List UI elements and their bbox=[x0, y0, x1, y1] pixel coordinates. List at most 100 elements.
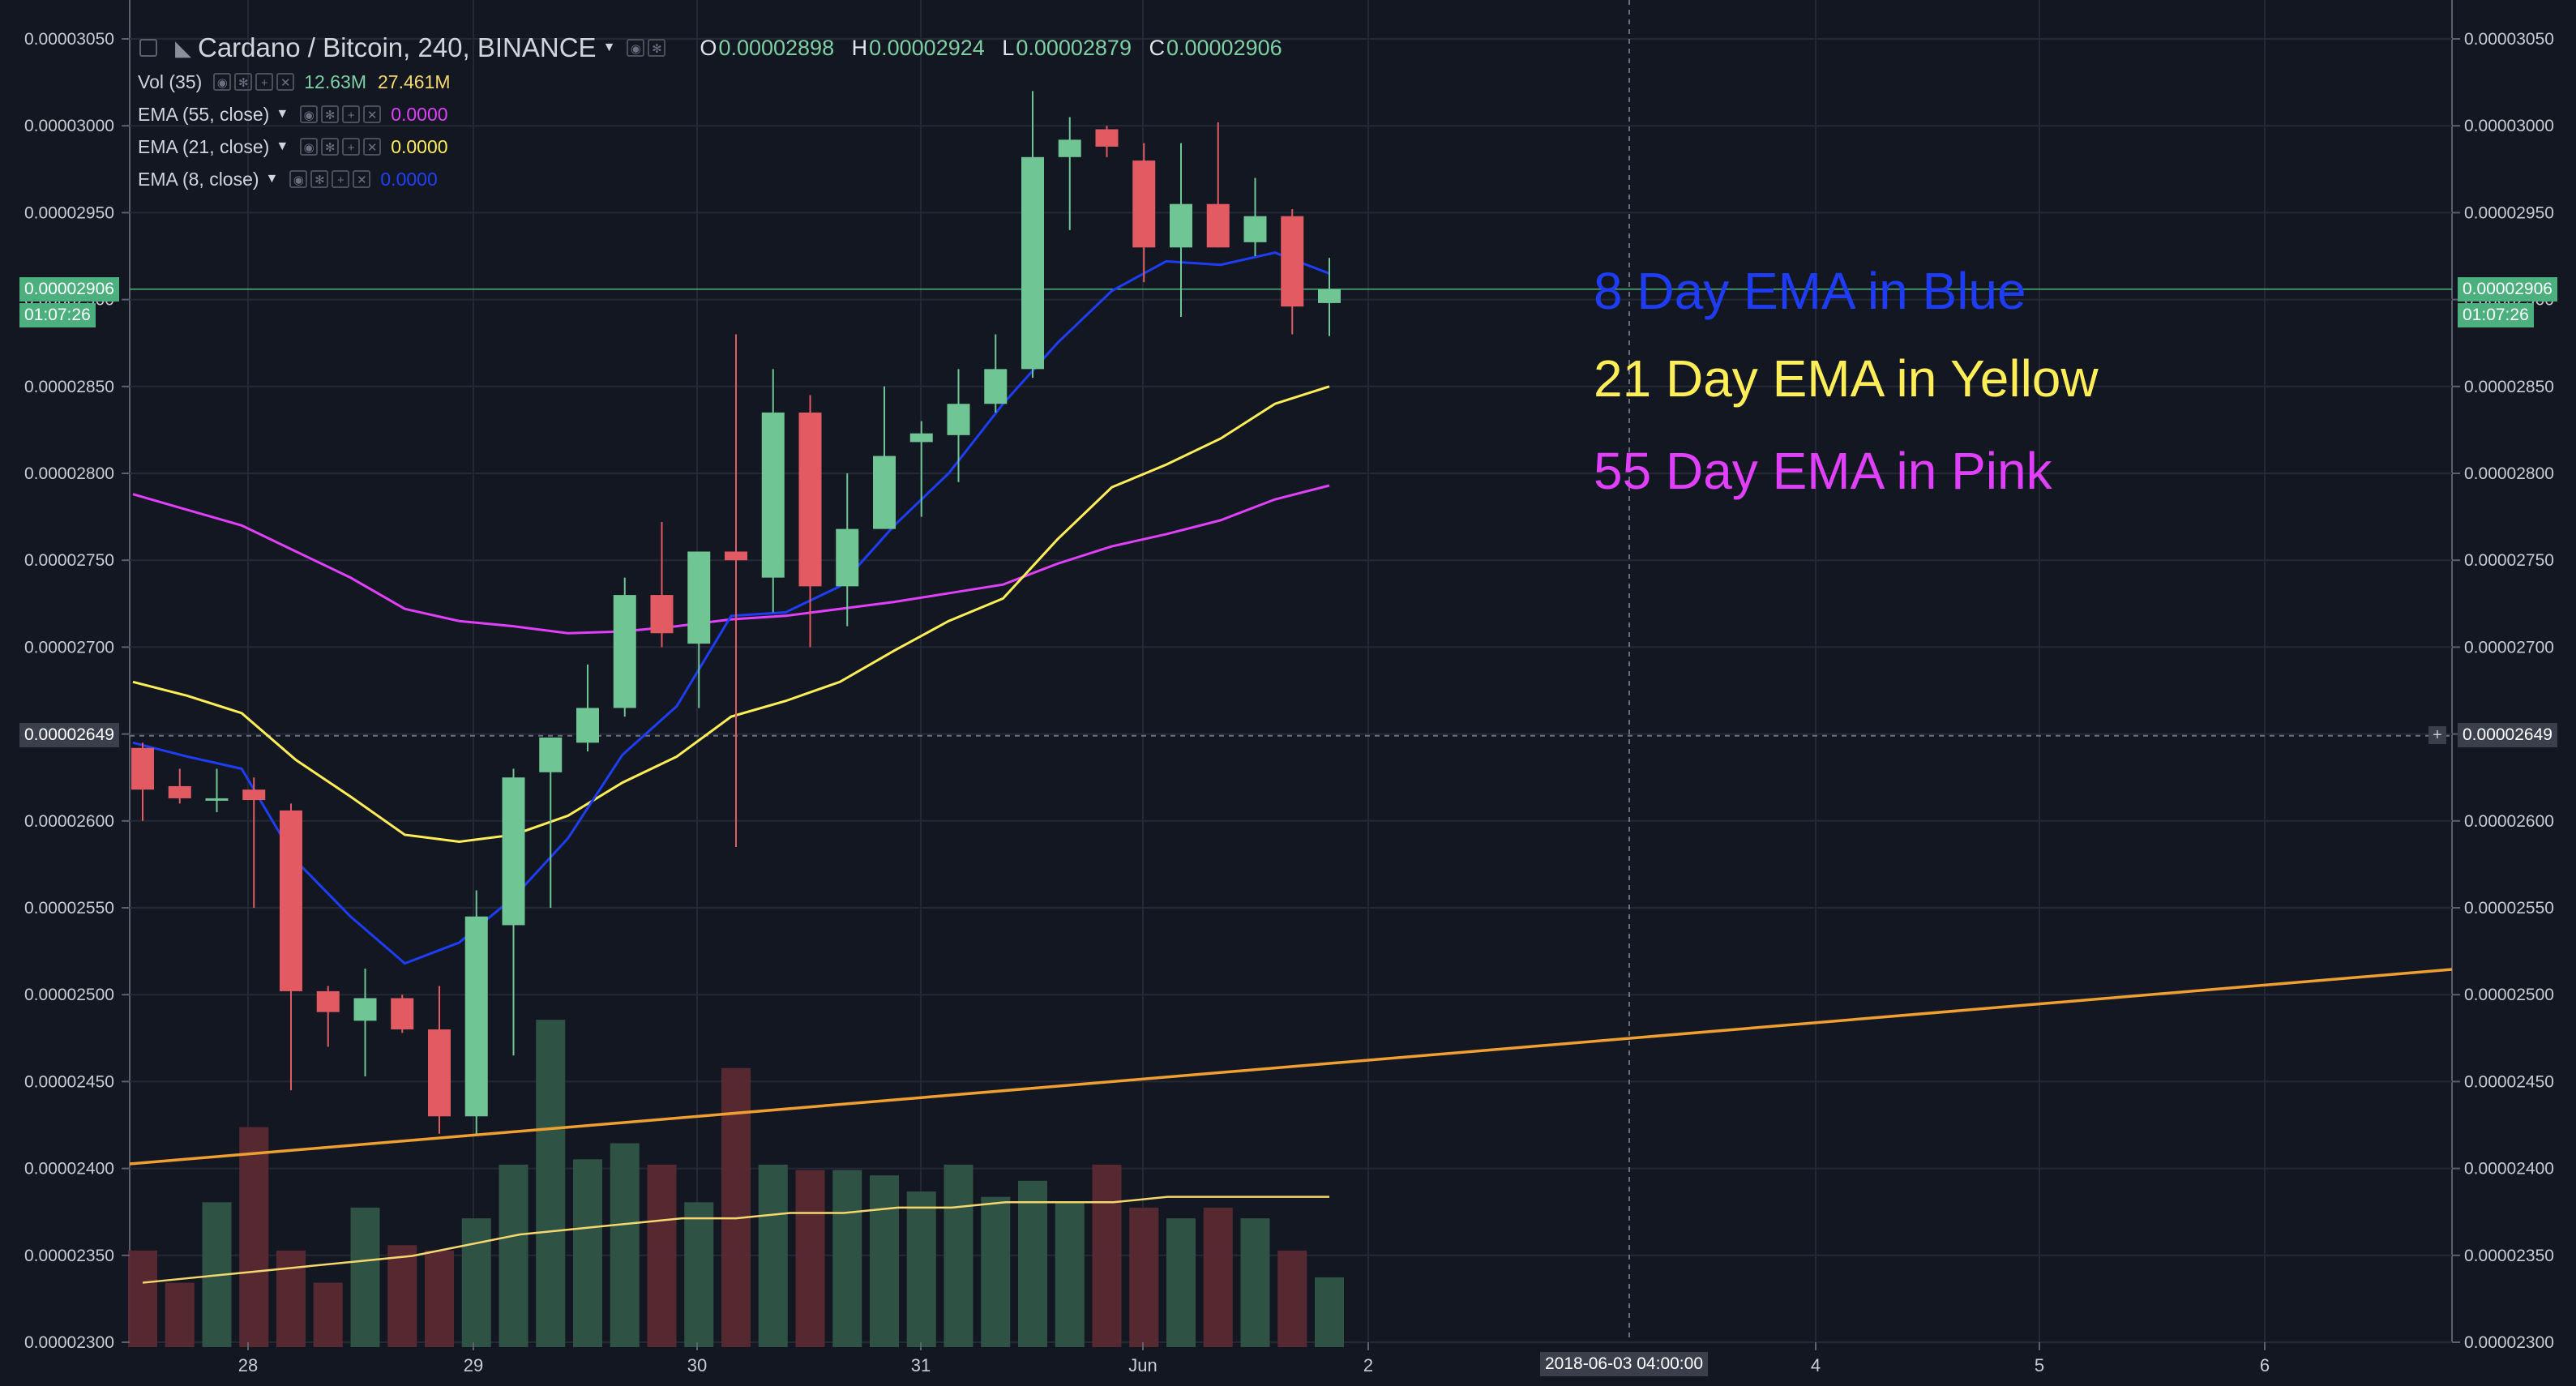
legend-ema21[interactable]: EMA (21, close) ▼ ◉ ✻ + ✕ 0.0000 bbox=[138, 133, 448, 160]
plus-icon[interactable]: + bbox=[342, 105, 361, 123]
ohlc-high-label: H bbox=[851, 35, 868, 60]
y-tick-label-left: 0.00002300 bbox=[24, 1333, 114, 1352]
gear-icon[interactable]: ✻ bbox=[321, 105, 340, 123]
last-price-tag-right: 0.00002906 bbox=[2458, 277, 2557, 302]
legend-ema8[interactable]: EMA (8, close) ▼ ◉ ✻ + ✕ 0.0000 bbox=[138, 165, 438, 193]
legend-volume-label: Vol (35) bbox=[138, 71, 203, 92]
candle bbox=[984, 334, 1008, 413]
x-tick-label: Jun bbox=[1128, 1355, 1157, 1375]
candle bbox=[909, 421, 933, 517]
candle-body bbox=[1281, 216, 1304, 307]
legend-ema55-label: EMA (55, close) bbox=[138, 103, 270, 125]
candle-body bbox=[131, 747, 154, 790]
candle bbox=[1243, 178, 1267, 256]
candle-body bbox=[502, 777, 525, 926]
y-tick-label-right: 0.00002950 bbox=[2464, 203, 2554, 222]
chevron-down-icon[interactable]: ▼ bbox=[276, 107, 289, 121]
y-tick-label-right: 0.00002550 bbox=[2464, 899, 2554, 918]
volume-bar bbox=[647, 1164, 677, 1347]
candle bbox=[1318, 258, 1341, 336]
candle-body bbox=[984, 369, 1008, 404]
volume-bar bbox=[1018, 1180, 1047, 1347]
close-icon[interactable]: ✕ bbox=[276, 73, 295, 91]
eye-icon[interactable]: ◉ bbox=[627, 39, 645, 57]
candle bbox=[798, 395, 822, 648]
volume-bar bbox=[239, 1127, 269, 1347]
volume-bar bbox=[944, 1164, 973, 1347]
volume-bar bbox=[313, 1282, 343, 1347]
y-tick-label-right: 0.00002600 bbox=[2464, 812, 2554, 831]
chevron-down-icon[interactable]: ▼ bbox=[276, 139, 289, 153]
candle-body bbox=[242, 789, 266, 801]
gear-icon[interactable]: ✻ bbox=[234, 73, 253, 91]
candle bbox=[687, 551, 711, 708]
y-tick-label-right: 0.00002300 bbox=[2464, 1333, 2554, 1352]
volume-ma-polyline bbox=[142, 1196, 1329, 1284]
candle bbox=[1058, 117, 1081, 230]
eye-icon[interactable]: ◉ bbox=[300, 138, 319, 156]
chevron-down-icon[interactable]: ▼ bbox=[265, 172, 279, 186]
ohlc-low-value: 0.00002879 bbox=[1016, 35, 1132, 60]
symbol-title[interactable]: Cardano / Bitcoin, 240, BINANCE bbox=[198, 32, 597, 62]
eye-icon[interactable]: ◉ bbox=[213, 73, 232, 91]
close-icon[interactable]: ✕ bbox=[363, 138, 382, 156]
x-tick-label: 29 bbox=[464, 1355, 483, 1375]
candle-body bbox=[539, 737, 563, 772]
legend-ema8-label: EMA (8, close) bbox=[138, 168, 259, 190]
eye-icon[interactable]: ◉ bbox=[289, 170, 308, 188]
legend-volume-value: 12.63M bbox=[304, 71, 366, 92]
candle-body bbox=[836, 528, 859, 587]
volume-bar bbox=[906, 1191, 936, 1347]
ohlc-readout: O0.00002898 H0.00002924 L0.00002879 C0.0… bbox=[688, 36, 1282, 61]
volume-bar bbox=[165, 1282, 195, 1347]
crosshair-price-tag-right: 0.00002649 bbox=[2458, 723, 2557, 747]
volume-bar bbox=[870, 1175, 899, 1347]
candle bbox=[242, 777, 266, 908]
candle bbox=[205, 768, 229, 813]
close-icon[interactable]: ✕ bbox=[363, 105, 382, 123]
countdown-tag-right: 01:07:26 bbox=[2458, 303, 2534, 327]
crosshair-price-tag-left: 0.00002649 bbox=[19, 723, 119, 747]
candle-body bbox=[464, 916, 488, 1117]
candle-body bbox=[280, 810, 302, 991]
crosshair-plus-icon[interactable]: + bbox=[2428, 726, 2446, 744]
plus-icon[interactable]: + bbox=[342, 138, 361, 156]
candle bbox=[464, 890, 488, 1134]
plus-icon[interactable]: + bbox=[332, 170, 350, 188]
chevron-down-icon[interactable]: ▼ bbox=[602, 41, 616, 54]
candle-body bbox=[1243, 216, 1267, 242]
symbol-collapse-icon[interactable] bbox=[139, 39, 157, 57]
candle-body bbox=[947, 404, 970, 435]
y-tick-label-left: 0.00002950 bbox=[24, 203, 114, 222]
y-tick-label-right: 0.00002400 bbox=[2464, 1160, 2554, 1179]
x-tick-label: 4 bbox=[1811, 1355, 1821, 1375]
candle bbox=[539, 737, 563, 908]
volume-bar bbox=[1055, 1202, 1085, 1347]
close-icon[interactable]: ✕ bbox=[353, 170, 371, 188]
legend-volume[interactable]: Vol (35) ◉ ✻ + ✕ 12.63M 27.461M bbox=[138, 68, 451, 96]
plus-icon[interactable]: + bbox=[255, 73, 274, 91]
annotation-ema55: 55 Day EMA in Pink bbox=[1594, 442, 2052, 500]
y-tick-label-right: 0.00003000 bbox=[2464, 117, 2554, 135]
candle-body bbox=[650, 595, 674, 634]
gear-icon[interactable]: ✻ bbox=[321, 138, 340, 156]
volume-bar bbox=[1129, 1207, 1159, 1347]
eye-icon[interactable]: ◉ bbox=[300, 105, 319, 123]
y-tick-label-left: 0.00002550 bbox=[24, 899, 114, 918]
candle-body bbox=[1095, 129, 1119, 147]
gear-icon[interactable]: ✻ bbox=[648, 39, 666, 57]
candle bbox=[725, 334, 747, 847]
y-tick-label-left: 0.00002750 bbox=[24, 551, 114, 570]
candle-body bbox=[909, 433, 933, 443]
y-tick-label-right: 0.00003050 bbox=[2464, 30, 2554, 49]
candle bbox=[502, 768, 525, 1056]
ema8-line bbox=[132, 251, 1330, 965]
ohlc-open-label: O bbox=[700, 35, 717, 60]
legend-ema55[interactable]: EMA (55, close) ▼ ◉ ✻ + ✕ 0.0000 bbox=[138, 101, 448, 128]
volume-bar bbox=[1277, 1250, 1307, 1347]
volume-bar bbox=[721, 1067, 751, 1347]
volume-bar bbox=[795, 1170, 825, 1347]
y-tick-label-left: 0.00002800 bbox=[24, 464, 114, 483]
gear-icon[interactable]: ✻ bbox=[310, 170, 329, 188]
